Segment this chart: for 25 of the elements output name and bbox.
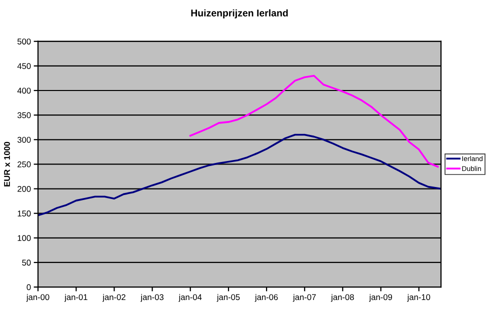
x-tick-label: jan-02 bbox=[102, 294, 126, 302]
chart-title: Huizenprijzen Ierland bbox=[191, 9, 288, 18]
x-tick-label: jan-00 bbox=[26, 294, 50, 302]
x-tick-label: jan-08 bbox=[330, 294, 354, 302]
x-tick-label: jan-05 bbox=[216, 294, 240, 302]
x-tick-label: jan-04 bbox=[178, 294, 202, 302]
line-series bbox=[189, 74, 439, 168]
x-tick-label: jan-09 bbox=[369, 294, 392, 302]
y-tick-label: 150 bbox=[18, 210, 31, 216]
x-tick-label: jan-01 bbox=[64, 294, 88, 302]
x-tick-label: jan-07 bbox=[292, 294, 316, 302]
x-tick-label: jan-10 bbox=[407, 294, 430, 302]
x-tick-label: jan-03 bbox=[140, 294, 164, 302]
y-tick-label: 350 bbox=[17, 112, 31, 118]
y-tick-label: 250 bbox=[18, 161, 31, 168]
y-tick-label: 100 bbox=[18, 235, 31, 242]
y-axis-title: EUR x 1000 bbox=[4, 142, 10, 186]
y-tick-label: 500 bbox=[17, 38, 31, 44]
x-tick-label: jan-06 bbox=[254, 294, 278, 302]
y-tick-label: 450 bbox=[17, 63, 31, 70]
y-tick-label: 300 bbox=[17, 136, 31, 143]
y-tick-label: 400 bbox=[17, 88, 31, 94]
y-tick-label: 0 bbox=[26, 284, 31, 290]
y-tick-label: 200 bbox=[18, 186, 31, 192]
y-tick-label: 50 bbox=[22, 260, 31, 266]
